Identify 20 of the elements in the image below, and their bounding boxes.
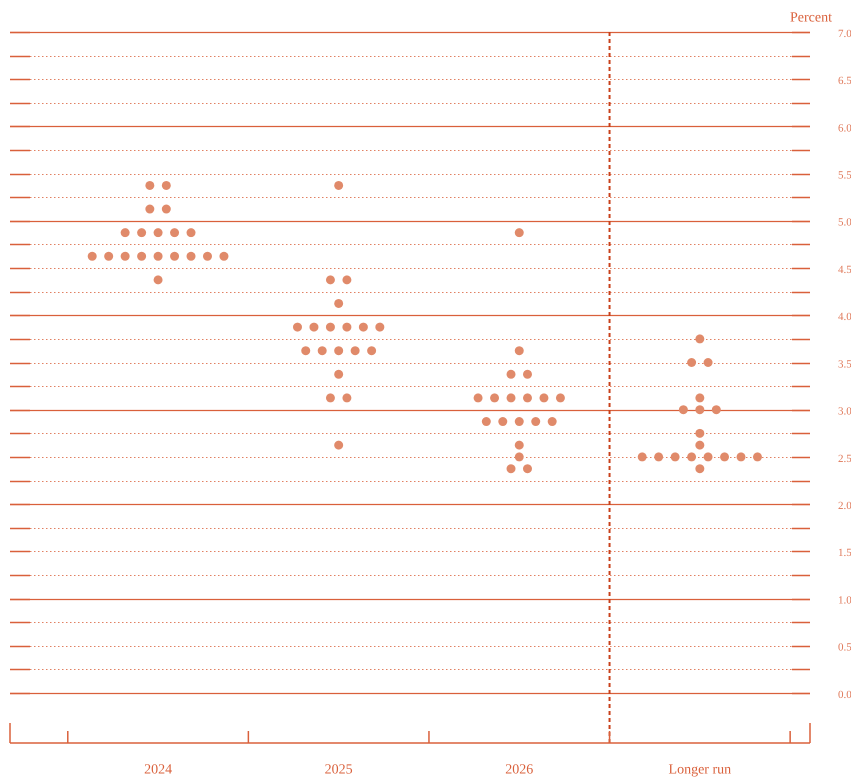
y-tick-label: 1.0: [838, 594, 851, 606]
y-tick-label: 2.0: [838, 500, 851, 512]
y-tick-label: 6.0: [838, 122, 851, 134]
x-tick-label: Longer run: [668, 762, 732, 778]
y-axis-title: Percent: [790, 10, 832, 26]
y-tick-label: 7.0: [838, 28, 851, 40]
y-tick-label: 1.5: [838, 547, 851, 560]
y-tick-label: 0.5: [838, 642, 851, 654]
x-tick-label: 2024: [144, 762, 172, 778]
y-tick-label: 2.5: [838, 452, 851, 465]
y-tick-label: 4.5: [838, 264, 851, 276]
y-tick-label: 5.5: [838, 170, 851, 182]
x-tick-label: 2026: [505, 762, 534, 778]
y-tick-label: 0.0: [838, 688, 851, 701]
x-tick-label: 2025: [324, 762, 353, 778]
y-tick-label: 3.5: [838, 358, 851, 370]
y-tick-label: 5.0: [838, 216, 851, 229]
y-tick-label: 3.0: [838, 406, 851, 418]
y-tick-label: 4.0: [838, 311, 851, 324]
y-tick-label: 6.5: [838, 75, 851, 88]
